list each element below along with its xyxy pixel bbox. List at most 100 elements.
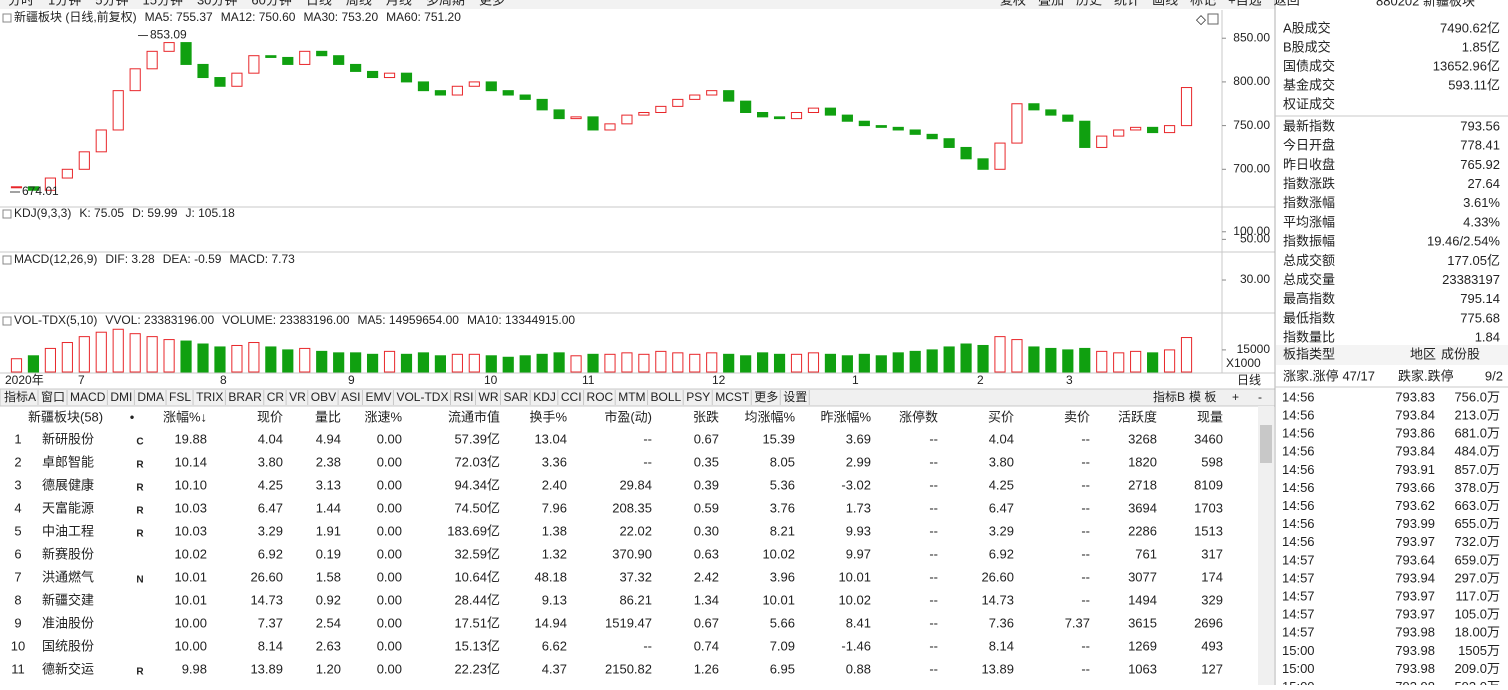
indicator-tab[interactable]: KDJ <box>533 390 556 404</box>
indicator-tab[interactable]: CR <box>267 390 285 404</box>
indicator-tab[interactable]: CCI <box>561 390 582 404</box>
column-header[interactable]: 张跌 <box>693 409 719 424</box>
period-tab[interactable]: 周线 <box>346 0 372 7</box>
column-header[interactable]: 涨幅%↓ <box>163 409 207 424</box>
indicator-tab[interactable]: DMI <box>110 390 132 404</box>
stock-name[interactable]: 国统股份 <box>42 638 94 653</box>
indicator-tab[interactable]: DMA <box>137 390 164 404</box>
volume-bar <box>61 342 73 373</box>
indicator-tab[interactable]: - <box>1258 390 1262 404</box>
column-header[interactable]: 现价 <box>257 409 283 424</box>
cell: 13.89 <box>981 661 1014 676</box>
indicator-tab[interactable]: EMV <box>365 390 391 404</box>
stock-name[interactable]: 新研股份 <box>42 431 94 446</box>
column-header[interactable]: 换手% <box>529 409 567 424</box>
column-header[interactable]: • <box>130 409 135 424</box>
tool-button[interactable]: 画线 <box>1152 0 1178 7</box>
indicator-tab[interactable]: MCST <box>715 390 750 404</box>
column-header[interactable]: 量比 <box>315 409 341 424</box>
volume-bar <box>434 355 446 373</box>
indicator-tab[interactable]: 指标A <box>4 389 36 404</box>
cell: 0.88 <box>846 661 871 676</box>
indicator-tab[interactable]: FSL <box>169 390 191 404</box>
tool-button[interactable]: 返回 <box>1274 0 1300 7</box>
indicator-tab[interactable]: VOL-TDX <box>396 390 448 404</box>
indicator-tab[interactable]: BOLL <box>651 390 682 404</box>
tick-price: 793.66 <box>1395 480 1435 495</box>
indicator-tab[interactable]: TRIX <box>196 390 223 404</box>
indicator-tab[interactable]: RSI <box>453 390 473 404</box>
indicator-tab[interactable]: BRAR <box>228 390 262 404</box>
tool-button[interactable]: +自选 <box>1228 0 1262 7</box>
tool-button[interactable]: 标记 <box>1190 0 1216 7</box>
indicator-tab[interactable]: 窗口 <box>41 390 65 404</box>
tool-button[interactable]: 历史 <box>1076 0 1102 7</box>
indicator-tab[interactable]: VR <box>289 390 306 404</box>
stat-label: 指数涨跌 <box>1283 176 1335 191</box>
indicator-tab[interactable]: 模 板 <box>1189 390 1216 404</box>
indicator-tab[interactable]: MTM <box>618 390 645 404</box>
stat-value: 27.64 <box>1467 176 1500 191</box>
panel-icon <box>2 209 12 219</box>
icon[interactable] <box>1207 13 1219 25</box>
icon[interactable]: ◇ <box>1196 11 1206 26</box>
stock-name[interactable]: 新赛股份 <box>42 546 94 561</box>
candle <box>1163 125 1176 134</box>
period-tab[interactable]: 60分钟 <box>251 0 291 7</box>
cell: 2286 <box>1128 523 1157 538</box>
column-header[interactable]: 新疆板块(58) <box>28 409 103 424</box>
tick-time: 14:56 <box>1282 444 1315 459</box>
column-header[interactable]: 流通市值 <box>448 409 500 424</box>
type-value[interactable]: 成份股 <box>1441 346 1480 361</box>
column-header[interactable]: 昨涨幅% <box>820 409 871 424</box>
cell: 14.94 <box>534 615 567 630</box>
stock-name[interactable]: 天富能源 <box>42 500 94 515</box>
indicator-tab[interactable]: WR <box>479 390 499 404</box>
stat-label: 昨日收盘 <box>1283 157 1335 172</box>
scrollbar[interactable] <box>1258 406 1274 685</box>
period-tab[interactable]: 更多 <box>479 0 505 7</box>
period-tab[interactable]: 多周期 <box>426 0 465 7</box>
scroll-thumb[interactable] <box>1260 425 1272 463</box>
column-header[interactable]: 均涨幅% <box>744 409 795 424</box>
cell: 14.73 <box>250 592 283 607</box>
indicator-tab[interactable]: ROC <box>587 390 614 404</box>
period-tab[interactable]: 日线 <box>306 0 332 7</box>
column-header[interactable]: 买价 <box>988 409 1014 424</box>
indicator-tab[interactable]: 设置 <box>783 390 807 404</box>
stock-name[interactable]: 中油工程 <box>42 523 94 538</box>
stock-name[interactable]: 德展健康 <box>42 477 94 492</box>
indicator-tab[interactable]: ASI <box>341 390 360 404</box>
cell: 10.02 <box>174 546 207 561</box>
tool-button[interactable]: 统计 <box>1114 0 1140 7</box>
indicator-tab[interactable]: OBV <box>311 390 336 404</box>
period-tab[interactable]: 30分钟 <box>197 0 237 7</box>
stock-name[interactable]: 洪通燃气 <box>42 569 94 584</box>
column-header[interactable]: 市盈(动) <box>604 409 652 424</box>
period-tab[interactable]: 5分钟 <box>95 0 128 7</box>
stock-name[interactable]: 德新交运 <box>42 661 94 676</box>
column-header[interactable]: 涨停数 <box>899 409 938 424</box>
column-header[interactable]: 现量 <box>1197 409 1223 424</box>
column-header[interactable]: 卖价 <box>1064 409 1090 424</box>
stock-name[interactable]: 卓郎智能 <box>42 454 94 469</box>
indicator-tab[interactable]: PSY <box>686 390 710 404</box>
indicator-tab[interactable]: 指标B <box>1153 389 1185 404</box>
column-header[interactable]: 活跃度 <box>1118 409 1157 424</box>
period-tab[interactable]: 月线 <box>386 0 412 7</box>
period-tab[interactable]: 15分钟 <box>142 0 182 7</box>
stock-name[interactable]: 准油股份 <box>42 615 94 630</box>
period-tab[interactable]: 分时 <box>8 0 34 7</box>
stat-value: 1.84 <box>1475 330 1500 345</box>
tool-button[interactable]: 叠加 <box>1038 0 1064 7</box>
tool-button[interactable]: 复权 <box>1000 0 1026 7</box>
period-tab[interactable]: 1分钟 <box>48 0 81 7</box>
cell: 8.41 <box>846 615 871 630</box>
indicator-tab[interactable]: MACD <box>70 390 106 404</box>
column-header[interactable]: 涨速% <box>364 409 402 424</box>
stock-name[interactable]: 新疆交建 <box>42 592 94 607</box>
indicator-tab[interactable]: SAR <box>504 390 529 404</box>
stat-value: 765.92 <box>1460 157 1500 172</box>
indicator-tab[interactable]: 更多 <box>754 390 778 404</box>
indicator-tab[interactable]: + <box>1232 390 1239 404</box>
